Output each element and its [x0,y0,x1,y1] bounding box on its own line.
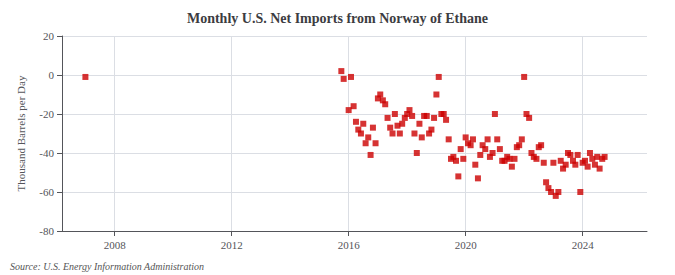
svg-text:-60: -60 [39,186,54,198]
svg-text:Monthly U.S. Net Imports from: Monthly U.S. Net Imports from Norway of … [187,11,488,26]
svg-text:2020: 2020 [455,239,478,251]
svg-text:Thousand Barrels per Day: Thousand Barrels per Day [15,75,27,191]
svg-text:2012: 2012 [221,239,243,251]
svg-text:Source: U.S. Energy Informatio: Source: U.S. Energy Information Administ… [10,261,204,272]
svg-text:2008: 2008 [104,239,127,251]
svg-text:2024: 2024 [572,239,595,251]
svg-text:-20: -20 [39,108,54,120]
svg-text:-80: -80 [39,225,54,237]
svg-text:20: 20 [43,30,55,42]
svg-text:-40: -40 [39,147,54,159]
svg-text:0: 0 [49,69,55,81]
svg-text:2016: 2016 [338,239,361,251]
